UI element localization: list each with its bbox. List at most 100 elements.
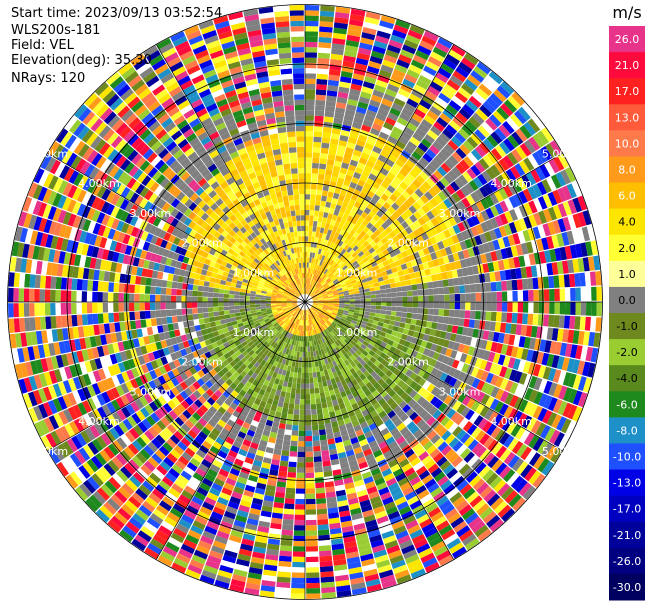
range-gate (552, 369, 562, 383)
range-gate (362, 331, 369, 338)
range-gate (317, 296, 323, 299)
range-gate (208, 316, 215, 323)
range-gate (295, 493, 305, 500)
range-gate (433, 308, 439, 316)
range-gate (318, 539, 331, 547)
range-gate (387, 206, 396, 215)
range-gate (387, 257, 394, 265)
range-gate (412, 296, 419, 302)
radar-ray (309, 44, 466, 296)
range-gate (548, 314, 555, 328)
range-gate (458, 61, 473, 74)
range-gate (438, 362, 447, 372)
range-gate (322, 306, 328, 310)
range-gate (348, 309, 355, 313)
range-gate (420, 255, 428, 264)
range-gate (433, 294, 440, 302)
range-gate (559, 342, 568, 357)
range-gate (302, 346, 305, 353)
range-gate (546, 353, 555, 367)
range-gate (485, 117, 498, 131)
range-gate (340, 248, 347, 255)
range-gate (360, 91, 372, 100)
range-gate (558, 315, 565, 329)
range-gate (382, 260, 389, 267)
range-gate (439, 211, 449, 222)
range-gate (591, 302, 597, 317)
range-gate (502, 236, 511, 248)
range-gate (405, 347, 414, 356)
range-gate (380, 237, 388, 245)
range-gate (510, 245, 519, 257)
range-gate (579, 272, 586, 287)
range-gate (410, 318, 417, 326)
range-gate (523, 121, 537, 136)
range-gate (377, 225, 385, 234)
range-gate (467, 266, 474, 276)
range-gate (473, 274, 481, 284)
range-gate (562, 329, 570, 343)
range-gate (405, 34, 421, 45)
range-gate (290, 588, 305, 594)
range-gate (305, 220, 309, 226)
range-gate (447, 254, 455, 263)
range-gate (375, 305, 382, 310)
range-gate (334, 17, 349, 25)
range-gate (572, 197, 583, 213)
range-gate (285, 424, 293, 431)
range-gate (432, 101, 445, 113)
range-gate (509, 395, 519, 408)
range-gate (345, 39, 360, 48)
range-gate (518, 255, 526, 267)
range-gate (468, 319, 475, 329)
range-gate (537, 196, 548, 210)
range-gate (378, 317, 385, 323)
range-gate (203, 312, 209, 319)
range-gate (342, 60, 355, 68)
range-gate (518, 160, 530, 174)
range-gate (481, 121, 494, 135)
range-gate (500, 103, 514, 117)
range-gate (375, 35, 390, 45)
range-gate (455, 163, 466, 174)
range-gate (312, 302, 319, 305)
range-gate (321, 195, 327, 202)
range-gate (305, 236, 309, 242)
range-gate (485, 311, 492, 321)
range-gate (357, 250, 365, 258)
range-gate (281, 385, 287, 393)
range-gate (368, 247, 376, 254)
range-gate (339, 206, 347, 213)
range-gate (508, 195, 519, 209)
range-gate (348, 289, 354, 293)
range-gate (401, 190, 411, 200)
range-gate (389, 262, 396, 269)
range-gate (402, 328, 410, 335)
range-gate (392, 163, 402, 172)
range-gate (494, 127, 507, 141)
range-gate (360, 275, 367, 281)
range-gate (305, 414, 312, 421)
range-gate (448, 309, 455, 318)
range-gate (311, 168, 319, 174)
range-gate (298, 425, 305, 431)
range-gate (551, 234, 560, 248)
range-gate (302, 351, 305, 358)
range-gate (208, 312, 215, 318)
range-gate (375, 79, 388, 89)
range-gate (396, 343, 404, 351)
range-gate (456, 326, 464, 335)
range-gate (549, 429, 561, 445)
range-gate (495, 388, 505, 401)
range-gate (333, 293, 339, 296)
range-gate (341, 201, 349, 209)
range-gate (291, 435, 298, 442)
range-gate (489, 192, 499, 205)
range-gate (459, 302, 466, 310)
range-gate (318, 424, 326, 431)
range-gate (298, 435, 305, 442)
range-gate (344, 259, 350, 265)
range-gate (310, 293, 316, 297)
range-gate (382, 248, 390, 256)
range-gate (475, 108, 489, 121)
